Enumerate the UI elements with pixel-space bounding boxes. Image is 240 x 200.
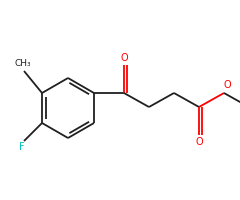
Text: O: O xyxy=(223,80,231,90)
Text: O: O xyxy=(120,53,128,63)
Text: F: F xyxy=(19,142,25,152)
Text: O: O xyxy=(195,137,203,147)
Text: CH₃: CH₃ xyxy=(15,60,31,68)
